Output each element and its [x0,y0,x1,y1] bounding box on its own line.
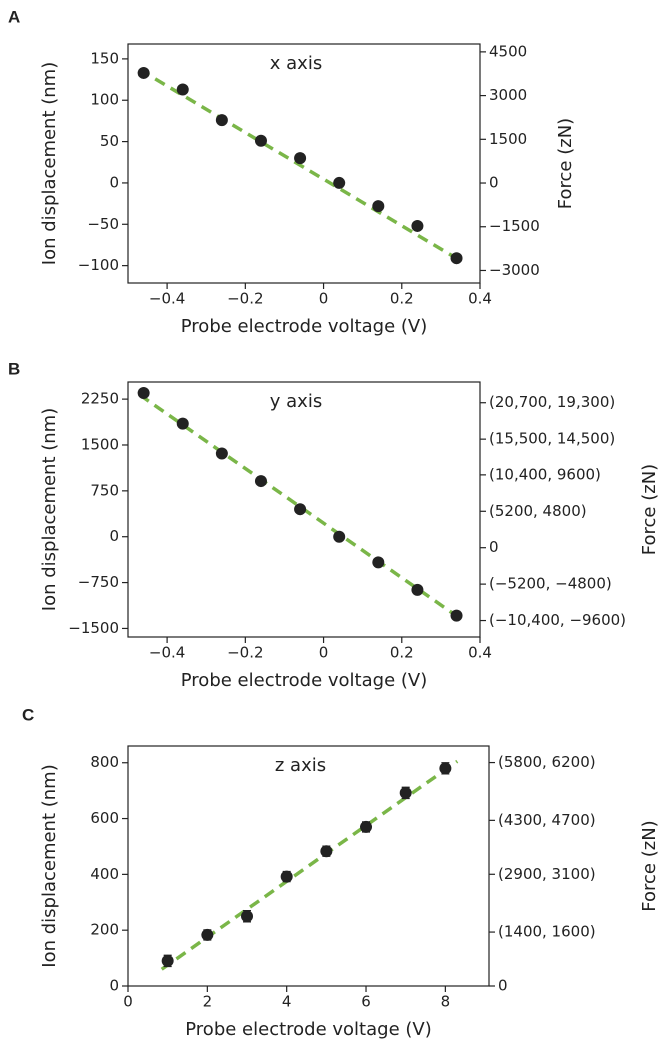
data-point [254,475,267,488]
y2-tick-label: (2900, 3100) [498,865,596,883]
y-tick-label: −750 [78,573,119,591]
x-tick-label: 0.4 [468,644,492,662]
panel-label: C [22,705,34,724]
fit-line [138,393,462,621]
title: x axis [270,53,322,74]
y2-tick-label: (5200, 4800) [489,502,587,520]
y2-tick-label: 3000 [489,86,527,104]
x-tick-label: 0 [123,993,133,1011]
y-tick-label: 400 [90,865,119,883]
y2-axis-label: Force (zN) [639,464,660,555]
y2-tick-label: (−5200, −4800) [489,575,612,593]
data-point [241,910,254,923]
y-tick-label: −100 [78,256,119,274]
title: z axis [275,755,326,776]
data-point [254,134,267,147]
x-tick-label: −0.2 [227,290,263,308]
data-point [161,954,174,967]
x-tick-label: 0.4 [468,290,492,308]
data-point [201,928,214,941]
data-point [439,762,452,775]
x-tick-label: −0.2 [227,644,263,662]
data-point [137,66,150,79]
data-point [411,219,424,232]
data-point [137,387,150,400]
data-point [399,786,412,799]
y-tick-label: −50 [87,215,119,233]
data-point [320,845,333,858]
y2-tick-label: (10,400, 9600) [489,465,601,483]
y2-axis-label: Force (zN) [555,118,576,209]
y2-tick-label: (−10,400, −9600) [489,611,626,629]
x-tick-label: 0 [319,290,329,308]
y-tick-label: 0 [109,527,119,545]
data-point [215,114,228,127]
data-point [450,252,463,265]
x-tick-label: −0.4 [149,290,185,308]
plot-frame [127,381,481,638]
y2-tick-label: 0 [498,977,508,995]
y2-tick-label: 1500 [489,130,527,148]
data-point [372,200,385,213]
y2-tick-label: (15,500, 14,500) [489,430,615,448]
title: y axis [270,391,322,412]
y-tick-label: 1500 [81,435,119,453]
y2-tick-label: (20,700, 19,300) [489,393,615,411]
y2-tick-label: (4300, 4700) [498,811,596,829]
x-tick-label: 0 [319,644,329,662]
data-point [372,556,385,569]
data-point [294,503,307,516]
data-point [176,417,189,430]
y2-tick-label: 0 [489,174,499,192]
y2-tick-label: (1400, 1600) [498,923,596,941]
y-tick-label: 800 [90,753,119,771]
x-tick-label: 8 [441,993,451,1011]
x-tick-label: 4 [282,993,292,1011]
data-point [280,870,293,883]
data-point [411,583,424,596]
data-point [294,152,307,165]
x-axis-label: Probe electrode voltage (V) [185,1019,431,1040]
data-point [360,820,373,833]
y-axis-label: Ion displacement (nm) [39,764,60,967]
x-tick-label: 2 [203,993,213,1011]
data-point [215,447,228,460]
panel-label: A [8,7,20,26]
y2-tick-label: −1500 [489,217,540,235]
y-tick-label: 100 [90,91,119,109]
y-tick-label: 200 [90,921,119,939]
y-tick-label: 50 [100,132,119,150]
y-axis-label: Ion displacement (nm) [39,62,60,265]
x-tick-label: 6 [361,993,371,1011]
y-tick-label: 0 [109,977,119,995]
data-point [450,609,463,622]
data-point [333,530,346,543]
data-point [333,176,346,189]
y-tick-label: 600 [90,809,119,827]
y2-tick-label: −3000 [489,261,540,279]
data-point [176,83,189,96]
y2-axis-label: Force (zN) [639,820,660,911]
panel-label: B [8,359,20,378]
y-tick-label: −1500 [68,619,119,637]
fit-line [138,68,462,263]
y-tick-label: 0 [109,173,119,191]
y2-tick-label: (5800, 6200) [498,753,596,771]
y-tick-label: 2250 [81,390,119,408]
x-tick-label: 0.2 [390,290,414,308]
y-tick-label: 150 [90,49,119,67]
x-tick-label: 0.2 [390,644,414,662]
plot-frame [127,43,481,284]
y2-tick-label: 0 [489,538,499,556]
plot-frame [127,745,490,987]
x-tick-label: −0.4 [149,644,185,662]
y-tick-label: 750 [90,481,119,499]
y-axis-label: Ion displacement (nm) [39,408,60,611]
x-axis-label: Probe electrode voltage (V) [181,316,427,337]
x-axis-label: Probe electrode voltage (V) [181,670,427,691]
y2-tick-label: 4500 [489,42,527,60]
